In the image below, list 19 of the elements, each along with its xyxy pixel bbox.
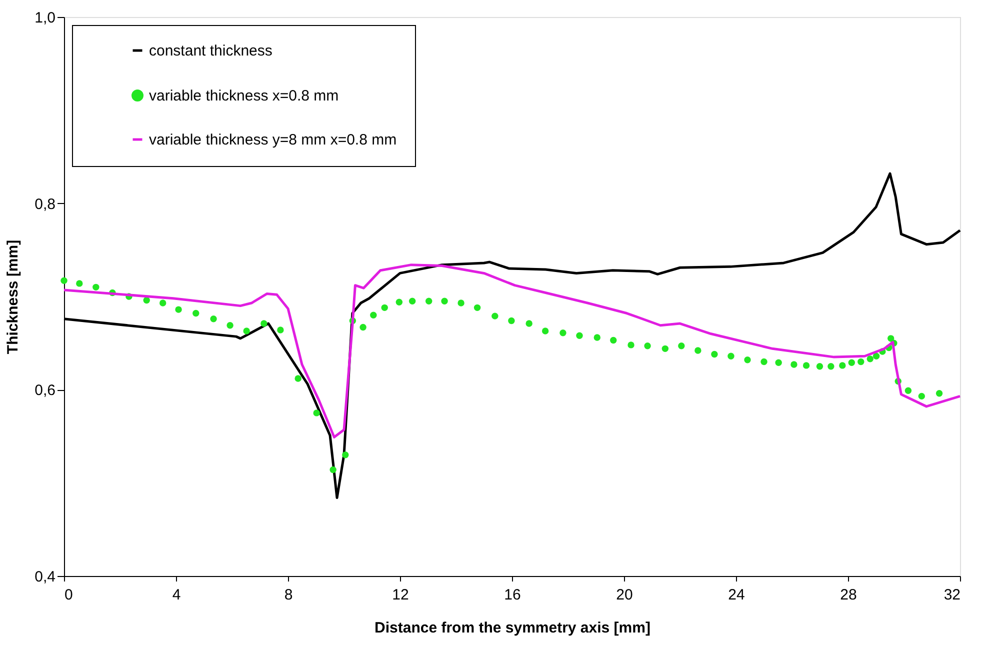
x-tick-label: 28 xyxy=(840,586,857,604)
y-tick-label: 0,6 xyxy=(34,382,56,400)
y-axis-title: Thickness [mm] xyxy=(4,240,22,354)
y-tick-label: 1,0 xyxy=(34,10,56,26)
x-tick-label: 24 xyxy=(728,586,745,604)
x-tick-label: 16 xyxy=(504,586,521,604)
x-tick-label: 0 xyxy=(64,586,73,604)
x-tick-label: 20 xyxy=(616,586,633,604)
legend-label: constant thickness xyxy=(149,42,272,60)
x-tick-label: 4 xyxy=(172,586,181,604)
x-tick-label: 32 xyxy=(944,586,960,604)
x-tick-label: 12 xyxy=(392,586,409,604)
line-series xyxy=(62,264,962,438)
x-axis-title: Distance from the symmetry axis [mm] xyxy=(374,620,650,636)
y-tick-label: 0,4 xyxy=(34,568,56,586)
y-tick-label: 0,8 xyxy=(34,196,56,213)
legend-label: variable thickness x=0.8 mm xyxy=(149,88,339,104)
x-tick-label: 8 xyxy=(284,586,293,604)
legend-label: variable thickness y=8 mm x=0.8 mm xyxy=(149,132,397,148)
